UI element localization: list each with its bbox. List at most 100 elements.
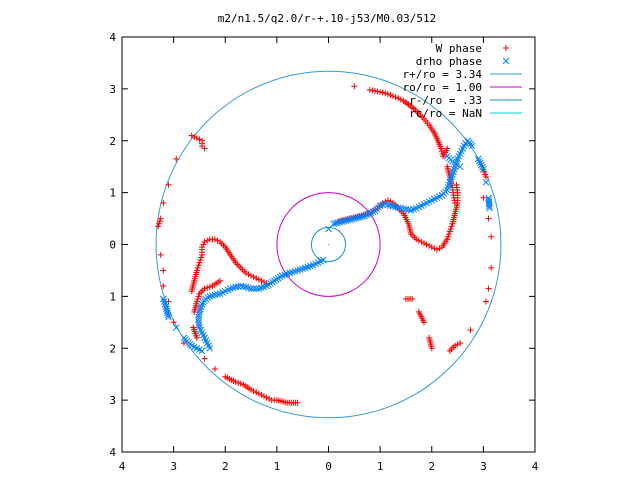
data-point-d2 xyxy=(164,311,172,319)
data-point xyxy=(330,220,338,228)
data-point xyxy=(201,355,208,362)
data-point xyxy=(392,203,399,211)
data-point xyxy=(445,233,452,240)
data-point-d2 xyxy=(456,163,464,171)
data-point-d2 xyxy=(195,313,203,321)
data-point-d2 xyxy=(342,217,350,224)
data-point-d2 xyxy=(475,157,483,165)
data-point-d2 xyxy=(486,204,493,212)
data-point xyxy=(155,223,162,230)
data-point-d2 xyxy=(357,213,364,221)
data-point xyxy=(369,208,377,216)
data-point xyxy=(413,236,420,243)
data-point-d2 xyxy=(381,200,389,208)
data-point xyxy=(468,142,476,150)
data-point xyxy=(195,313,203,321)
data-point-d2 xyxy=(245,284,252,292)
radius-circle xyxy=(155,70,502,419)
data-point xyxy=(260,393,267,400)
data-point xyxy=(454,341,461,348)
data-point xyxy=(379,89,386,96)
data-point xyxy=(232,378,239,385)
data-point xyxy=(366,86,373,93)
data-point-d2 xyxy=(367,209,375,217)
data-point-d2 xyxy=(336,218,344,226)
radius-circle xyxy=(276,192,381,297)
data-point xyxy=(397,204,405,212)
data-point-d2 xyxy=(480,165,487,173)
data-point-d2 xyxy=(355,214,362,221)
data-point-d2 xyxy=(353,214,360,222)
data-point xyxy=(266,395,273,402)
data-point-d2 xyxy=(193,344,201,352)
data-point xyxy=(191,133,198,140)
data-point xyxy=(344,216,352,224)
chart-title: m2/n1.5/q2.0/r-+.10-j53/M0.03/512 xyxy=(218,12,437,25)
data-point xyxy=(338,218,346,226)
data-point-d2 xyxy=(332,219,340,227)
data-point-d2 xyxy=(160,298,168,305)
data-point xyxy=(155,220,162,227)
legend-label: W phase xyxy=(436,42,482,55)
data-series xyxy=(155,83,495,406)
data-point xyxy=(255,276,262,283)
data-point-d2 xyxy=(387,202,394,209)
data-point-d2 xyxy=(188,342,196,350)
data-point xyxy=(371,87,378,94)
data-point xyxy=(392,94,399,101)
data-point xyxy=(447,225,454,232)
data-point xyxy=(156,218,163,225)
data-point xyxy=(173,155,180,162)
data-point xyxy=(250,388,257,395)
data-point-d2 xyxy=(468,142,476,150)
data-point xyxy=(482,178,490,186)
data-point-d2 xyxy=(340,217,348,225)
data-point-d2 xyxy=(482,178,490,186)
data-point xyxy=(423,241,430,248)
data-point-d2 xyxy=(255,285,263,292)
data-point xyxy=(438,148,445,155)
data-point xyxy=(374,88,381,95)
data-point xyxy=(446,347,453,354)
data-point xyxy=(448,223,455,230)
data-point-d2 xyxy=(486,202,493,210)
data-point-d2 xyxy=(384,201,392,209)
data-point xyxy=(488,264,495,271)
data-point-d2 xyxy=(389,203,397,210)
data-point xyxy=(361,212,368,220)
data-point xyxy=(196,136,203,143)
center-dot xyxy=(327,243,330,246)
data-point-d2 xyxy=(164,309,171,317)
data-point-d2 xyxy=(216,290,224,298)
data-point xyxy=(195,293,202,300)
data-point xyxy=(235,379,242,386)
x-tick-label: 0 xyxy=(325,460,332,473)
data-point xyxy=(482,171,489,178)
data-point-d2 xyxy=(172,324,180,331)
y-tick-label: 2 xyxy=(109,135,116,148)
data-point xyxy=(209,283,216,289)
y-tick-label: 0 xyxy=(109,239,116,252)
data-point-d2 xyxy=(252,285,260,292)
data-point xyxy=(160,267,167,274)
data-point-d2 xyxy=(205,342,212,350)
data-point-d2 xyxy=(196,346,203,353)
data-point xyxy=(164,311,172,319)
data-point-d2 xyxy=(365,210,373,218)
data-point xyxy=(426,334,433,341)
data-point xyxy=(480,194,487,201)
data-point-d2 xyxy=(203,339,211,347)
y-tick-label: 1 xyxy=(109,187,116,200)
data-point xyxy=(436,245,443,252)
data-point-d2 xyxy=(197,326,205,334)
data-point-d2 xyxy=(198,347,206,355)
data-point xyxy=(206,283,213,290)
data-point xyxy=(263,394,270,401)
data-point-d2 xyxy=(397,204,405,212)
data-point xyxy=(294,399,301,406)
data-point-d2 xyxy=(476,159,484,167)
data-point-d2 xyxy=(344,216,352,224)
legend-label: rc/ro = NaN xyxy=(409,107,482,120)
data-point xyxy=(446,228,453,235)
